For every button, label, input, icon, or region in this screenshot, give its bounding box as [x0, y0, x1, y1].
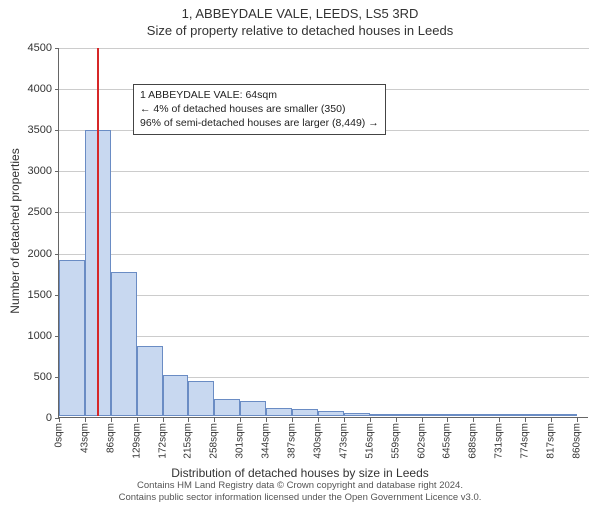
x-tick-label: 430sqm	[312, 423, 323, 459]
x-tick	[85, 418, 86, 422]
annotation-box: 1 ABBEYDALE VALE: 64sqm ← 4% of detached…	[133, 84, 386, 135]
x-tick-label: 774sqm	[520, 423, 531, 459]
x-tick	[422, 418, 423, 422]
y-tick-label: 2500	[2, 206, 52, 218]
attribution-text: Contains HM Land Registry data © Crown c…	[0, 480, 600, 504]
y-tick-label: 1000	[2, 330, 52, 342]
gridline	[59, 48, 589, 49]
y-tick-label: 1500	[2, 289, 52, 301]
histogram-bar	[163, 375, 189, 416]
x-tick-label: 86sqm	[105, 423, 116, 453]
histogram-bar	[473, 414, 499, 416]
annotation-line: ← 4% of detached houses are smaller (350…	[140, 102, 379, 116]
x-tick-label: 860sqm	[571, 423, 582, 459]
histogram-bar	[318, 411, 344, 416]
x-tick-label: 43sqm	[79, 423, 90, 453]
x-tick-label: 258sqm	[209, 423, 220, 459]
histogram-bar	[447, 414, 473, 416]
x-tick-label: 473sqm	[338, 423, 349, 459]
chart-title: Size of property relative to detached ho…	[0, 23, 600, 38]
marker-line	[97, 48, 99, 416]
attribution-line: Contains public sector information licen…	[0, 492, 600, 504]
x-tick-label: 817sqm	[546, 423, 557, 459]
chart-supertitle: 1, ABBEYDALE VALE, LEEDS, LS5 3RD	[0, 6, 600, 21]
x-tick-label: 516sqm	[364, 423, 375, 459]
y-tick-label: 0	[2, 412, 52, 424]
histogram-bar	[240, 401, 266, 416]
histogram-bar	[396, 414, 422, 416]
y-tick-label: 4500	[2, 42, 52, 54]
histogram-bar	[188, 381, 214, 416]
x-tick	[344, 418, 345, 422]
y-tick	[55, 89, 59, 90]
histogram-bar	[111, 272, 137, 416]
y-tick	[55, 130, 59, 131]
x-tick	[214, 418, 215, 422]
x-tick	[525, 418, 526, 422]
x-tick-label: 559sqm	[390, 423, 401, 459]
x-tick	[577, 418, 578, 422]
y-tick	[55, 48, 59, 49]
x-tick	[292, 418, 293, 422]
gridline	[59, 295, 589, 296]
x-axis-label: Distribution of detached houses by size …	[0, 466, 600, 480]
gridline	[59, 171, 589, 172]
histogram-bar	[214, 399, 240, 416]
x-tick-label: 688sqm	[468, 423, 479, 459]
attribution-line: Contains HM Land Registry data © Crown c…	[0, 480, 600, 492]
gridline	[59, 336, 589, 337]
histogram-bar	[499, 414, 525, 416]
plot-area: 0500100015002000250030003500400045000sqm…	[58, 48, 588, 418]
x-tick	[163, 418, 164, 422]
histogram-bar	[292, 409, 318, 416]
x-tick	[111, 418, 112, 422]
x-tick	[499, 418, 500, 422]
x-tick-label: 602sqm	[416, 423, 427, 459]
histogram-bar	[422, 414, 448, 416]
y-tick-label: 3500	[2, 124, 52, 136]
x-tick-label: 731sqm	[494, 423, 505, 459]
x-tick-label: 172sqm	[157, 423, 168, 459]
x-tick	[318, 418, 319, 422]
x-tick	[473, 418, 474, 422]
histogram-bar	[59, 260, 85, 416]
x-tick	[137, 418, 138, 422]
y-tick	[55, 254, 59, 255]
x-tick	[396, 418, 397, 422]
x-tick	[240, 418, 241, 422]
gridline	[59, 254, 589, 255]
histogram-bar	[525, 414, 551, 416]
annotation-line: 1 ABBEYDALE VALE: 64sqm	[140, 88, 379, 102]
y-tick	[55, 171, 59, 172]
x-tick	[370, 418, 371, 422]
x-tick-label: 0sqm	[54, 423, 65, 447]
annotation-line: 96% of semi-detached houses are larger (…	[140, 116, 379, 130]
x-tick	[59, 418, 60, 422]
x-tick	[266, 418, 267, 422]
gridline	[59, 212, 589, 213]
x-tick-label: 215sqm	[183, 423, 194, 459]
x-tick-label: 129sqm	[131, 423, 142, 459]
histogram-bar	[137, 346, 163, 416]
x-tick-label: 645sqm	[442, 423, 453, 459]
y-tick-label: 3000	[2, 165, 52, 177]
x-tick-label: 387sqm	[287, 423, 298, 459]
x-tick	[188, 418, 189, 422]
histogram-bar	[370, 414, 396, 416]
x-tick	[447, 418, 448, 422]
histogram-bar	[344, 413, 370, 416]
histogram-bar	[551, 414, 577, 416]
x-tick-label: 344sqm	[261, 423, 272, 459]
histogram-bar	[266, 408, 292, 416]
y-tick-label: 4000	[2, 83, 52, 95]
y-tick	[55, 212, 59, 213]
x-tick	[551, 418, 552, 422]
x-tick-label: 301sqm	[235, 423, 246, 459]
y-tick-label: 2000	[2, 248, 52, 260]
y-tick-label: 500	[2, 371, 52, 383]
